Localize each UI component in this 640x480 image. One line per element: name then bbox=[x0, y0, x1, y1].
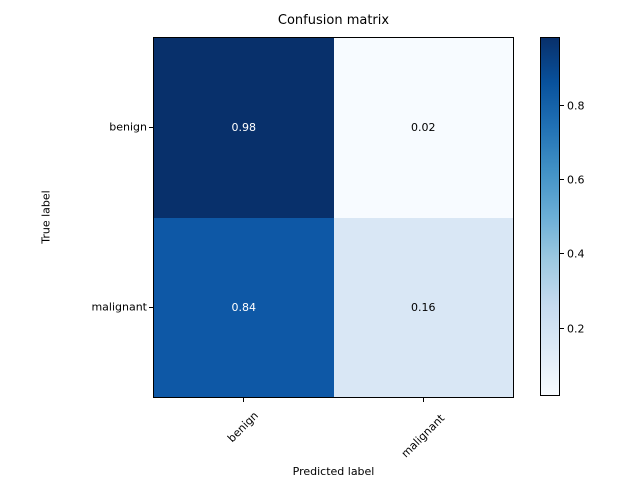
colorbar-tick-mark bbox=[560, 328, 564, 329]
cell-value: 0.98 bbox=[231, 121, 257, 135]
heatmap-cell-benign-malignant: 0.02 bbox=[333, 38, 513, 218]
colorbar-tick-mark bbox=[560, 253, 564, 254]
colorbar-tick-label: 0.8 bbox=[567, 99, 585, 113]
heatmap-cell-malignant-malignant: 0.16 bbox=[333, 217, 513, 397]
colorbar bbox=[540, 37, 560, 396]
heatmap-cell-benign-benign: 0.98 bbox=[154, 38, 334, 218]
x-tick-mark bbox=[423, 398, 424, 402]
cell-value: 0.16 bbox=[411, 300, 436, 314]
x-axis-label: Predicted label bbox=[292, 465, 375, 478]
colorbar-tick-mark bbox=[560, 105, 564, 106]
heatmap: 0.98 0.02 0.84 0.16 bbox=[153, 37, 514, 398]
x-tick-label-malignant: malignant bbox=[398, 411, 448, 461]
y-tick-label-benign: benign bbox=[109, 120, 147, 134]
colorbar-tick-label: 0.6 bbox=[567, 173, 585, 187]
y-tick-mark bbox=[149, 307, 153, 308]
colorbar-tick-label: 0.2 bbox=[567, 322, 585, 336]
heatmap-cell-malignant-benign: 0.84 bbox=[154, 217, 334, 397]
y-tick-mark bbox=[149, 127, 153, 128]
x-tick-mark bbox=[243, 398, 244, 402]
colorbar-tick-mark bbox=[560, 179, 564, 180]
y-tick-label-malignant: malignant bbox=[91, 300, 147, 314]
colorbar-tick-label: 0.4 bbox=[567, 247, 585, 261]
cell-value: 0.02 bbox=[411, 121, 436, 135]
chart-title: Confusion matrix bbox=[277, 13, 390, 28]
cell-value: 0.84 bbox=[231, 300, 257, 314]
x-tick-label-benign: benign bbox=[225, 409, 261, 445]
y-axis-label: True label bbox=[39, 190, 53, 244]
